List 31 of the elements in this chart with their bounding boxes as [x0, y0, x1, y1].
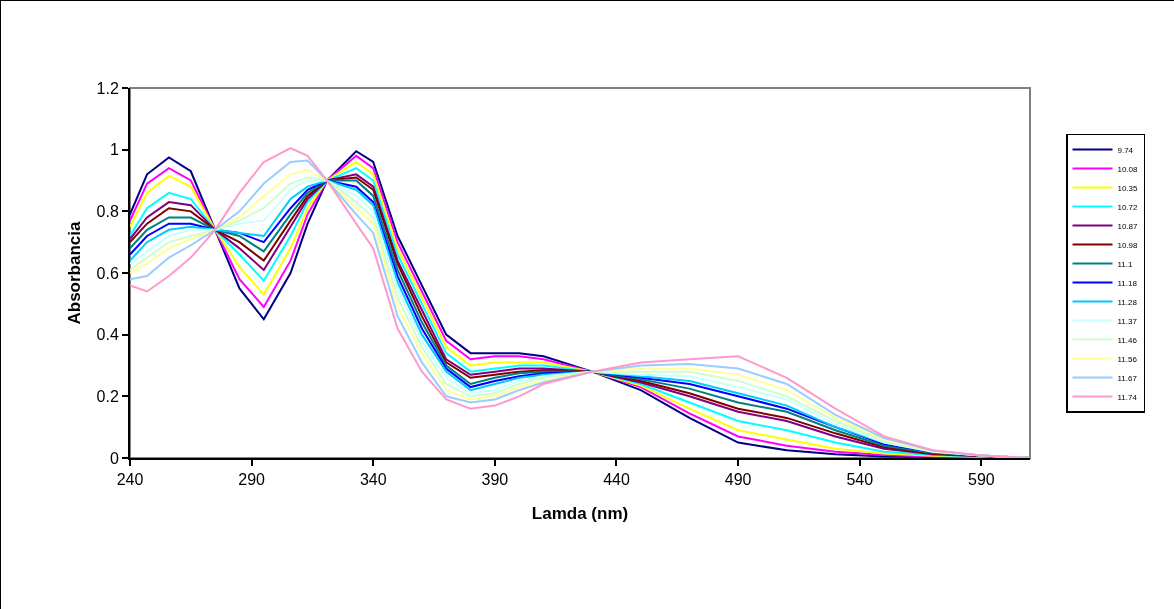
y-axis-title: Absorbancia — [64, 220, 84, 325]
y-tick-label: 0.6 — [96, 264, 119, 282]
legend-label: 11.74 — [1117, 392, 1138, 402]
legend-label: 9.74 — [1117, 145, 1134, 155]
legend-label: 10.72 — [1117, 202, 1139, 212]
x-tick-label: 440 — [603, 471, 630, 489]
legend-label: 11.67 — [1117, 373, 1138, 383]
legend-label: 11.18 — [1117, 278, 1138, 288]
legend-label: 10.35 — [1117, 183, 1139, 193]
legend-label: 11.46 — [1117, 335, 1138, 345]
y-tick-label: 0.2 — [96, 387, 119, 405]
y-tick-label: 1.2 — [96, 79, 119, 97]
legend-label: 11.1 — [1117, 259, 1134, 269]
x-tick-label: 490 — [724, 471, 752, 489]
x-tick-label: 590 — [968, 471, 995, 489]
legend-label: 10.87 — [1117, 221, 1139, 231]
legend-label: 11.37 — [1117, 316, 1138, 326]
x-tick-label: 240 — [116, 471, 144, 489]
x-tick-label: 290 — [238, 471, 266, 489]
y-tick-label: 1 — [109, 141, 119, 159]
y-tick-label: 0 — [109, 449, 119, 467]
legend-label: 10.98 — [1117, 240, 1139, 250]
y-tick-label: 0.4 — [96, 326, 119, 344]
legend-label: 10.08 — [1117, 164, 1139, 174]
x-tick-label: 540 — [846, 471, 874, 489]
y-tick-label: 0.8 — [96, 202, 119, 220]
x-tick-label: 390 — [481, 471, 509, 489]
legend-label: 11.28 — [1117, 297, 1138, 307]
legend-label: 11.56 — [1117, 354, 1138, 364]
x-tick-label: 340 — [359, 471, 387, 489]
x-axis-title: Lamda (nm) — [531, 504, 629, 524]
